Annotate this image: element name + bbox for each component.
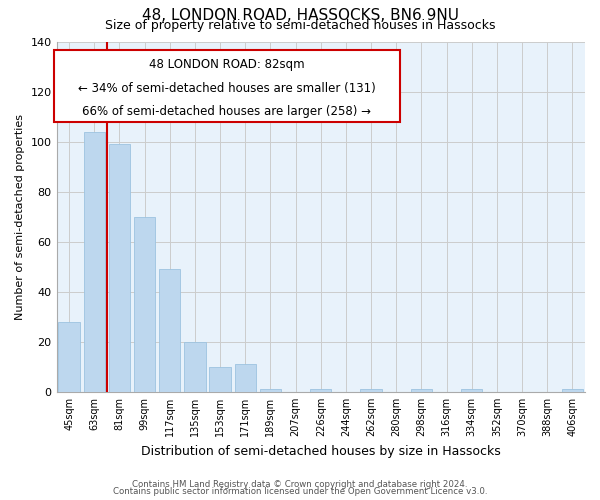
FancyBboxPatch shape (54, 50, 400, 122)
X-axis label: Distribution of semi-detached houses by size in Hassocks: Distribution of semi-detached houses by … (141, 444, 500, 458)
Text: 48 LONDON ROAD: 82sqm: 48 LONDON ROAD: 82sqm (149, 58, 305, 71)
Bar (159, 270, 181, 392)
Bar (134, 216, 155, 392)
Bar (209, 367, 231, 392)
Bar (109, 144, 130, 392)
Text: Contains public sector information licensed under the Open Government Licence v3: Contains public sector information licen… (113, 487, 487, 496)
Text: 66% of semi-detached houses are larger (258) →: 66% of semi-detached houses are larger (… (82, 105, 371, 118)
Text: ← 34% of semi-detached houses are smaller (131): ← 34% of semi-detached houses are smalle… (78, 82, 376, 96)
Bar (411, 390, 432, 392)
Bar (83, 132, 105, 392)
Text: Size of property relative to semi-detached houses in Hassocks: Size of property relative to semi-detach… (105, 18, 495, 32)
Text: Contains HM Land Registry data © Crown copyright and database right 2024.: Contains HM Land Registry data © Crown c… (132, 480, 468, 489)
Y-axis label: Number of semi-detached properties: Number of semi-detached properties (15, 114, 25, 320)
Bar (310, 390, 331, 392)
Bar (58, 322, 80, 392)
Bar (461, 390, 482, 392)
Bar (184, 342, 206, 392)
Bar (562, 390, 583, 392)
Text: 48, LONDON ROAD, HASSOCKS, BN6 9NU: 48, LONDON ROAD, HASSOCKS, BN6 9NU (142, 8, 458, 22)
Bar (361, 390, 382, 392)
Bar (235, 364, 256, 392)
Bar (260, 390, 281, 392)
